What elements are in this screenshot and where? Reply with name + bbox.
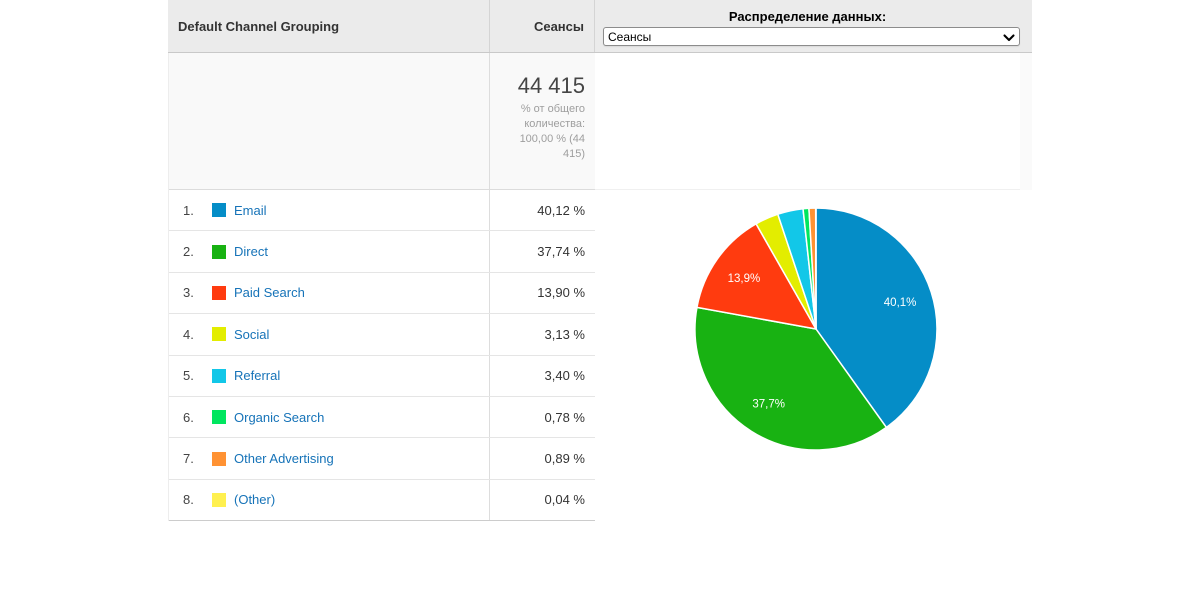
channel-link[interactable]: Email	[234, 202, 267, 218]
table-row: 1. Email 40,12 %	[169, 190, 595, 232]
legend-swatch-icon	[212, 244, 226, 259]
row-dimension-cell: 1. Email	[169, 190, 490, 231]
pie-slice-email[interactable]	[815, 207, 938, 429]
row-dimension-cell: 2. Direct	[169, 231, 490, 272]
channel-link[interactable]: Paid Search	[234, 285, 305, 301]
column-header-dimension[interactable]: Default Channel Grouping	[168, 0, 490, 52]
sessions-total: 44 415	[517, 73, 585, 98]
data-distribution-label: Распределение данных:	[728, 9, 887, 24]
chart-top-strip	[595, 53, 1032, 190]
panel-right-strip	[1020, 53, 1032, 190]
channels-table: 44 415 % от общего количества: 100,00 % …	[168, 53, 595, 522]
column-header-metric[interactable]: Сеансы	[490, 0, 595, 52]
table-row: 6. Organic Search 0,78 %	[169, 396, 595, 439]
row-rank: 7.	[183, 451, 194, 467]
legend-swatch-icon	[212, 203, 226, 218]
channel-rows: 1. Email 40,12 % 2. Direct 37,74 % 3. Pa…	[169, 190, 595, 522]
channel-link[interactable]: Direct	[234, 244, 268, 260]
table-row: 5. Referral 3,40 %	[169, 355, 595, 397]
metric-header-label: Сеансы	[533, 18, 584, 34]
row-rank: 1.	[183, 202, 194, 218]
channel-link[interactable]: Social	[234, 326, 270, 342]
row-value: 3,40 %	[544, 368, 585, 384]
legend-swatch-icon	[212, 410, 226, 425]
pie-slice-label: 40,1%	[884, 297, 917, 309]
row-rank: 4.	[183, 326, 194, 342]
pie-slice-direct[interactable]	[694, 306, 888, 451]
chart-header-area: Распределение данных: Сеансы	[595, 0, 1032, 52]
table-row: 7. Other Advertising 0,89 %	[169, 438, 595, 480]
report-body: 44 415 % от общего количества: 100,00 % …	[168, 53, 1032, 522]
pie-slice-label: 37,7%	[752, 399, 785, 411]
table-header-row: Default Channel Grouping Сеансы Распреде…	[168, 0, 1032, 53]
row-value: 37,74 %	[537, 244, 585, 260]
channel-link[interactable]: Organic Search	[234, 409, 325, 425]
row-value: 0,04 %	[544, 492, 585, 508]
summary-row: 44 415 % от общего количества: 100,00 % …	[169, 53, 595, 190]
row-rank: 5.	[183, 368, 194, 384]
row-value: 13,90 %	[537, 285, 585, 301]
table-row: 3. Paid Search 13,90 %	[169, 272, 595, 315]
row-value: 0,89 %	[544, 451, 585, 467]
row-value: 0,78 %	[544, 409, 585, 425]
summary-metric-cell: 44 415 % от общего количества: 100,00 % …	[490, 53, 595, 189]
pie-slice-label: 13,9%	[728, 273, 761, 285]
row-dimension-cell: 5. Referral	[169, 355, 490, 396]
legend-swatch-icon	[212, 327, 226, 342]
channel-link[interactable]: Other Advertising	[234, 451, 334, 467]
data-distribution-select[interactable]: Сеансы	[603, 27, 1020, 46]
summary-dimension-cell	[169, 53, 490, 189]
legend-swatch-icon	[212, 368, 226, 383]
channel-link[interactable]: Referral	[234, 368, 281, 384]
row-value: 3,13 %	[544, 326, 585, 342]
channels-report-widget: Default Channel Grouping Сеансы Распреде…	[168, 0, 1032, 522]
legend-swatch-icon	[212, 451, 226, 466]
row-dimension-cell: 7. Other Advertising	[169, 438, 490, 479]
row-rank: 8.	[183, 492, 194, 508]
row-dimension-cell: 8. (Other)	[169, 479, 490, 521]
sessions-total-caption: % от общего количества: 100,00 % (44 415…	[519, 103, 585, 160]
chart-panel: 40,1% 37,7% 13,9%	[595, 53, 1032, 522]
legend-swatch-icon	[212, 492, 226, 507]
pie-chart: 40,1% 37,7% 13,9%	[694, 207, 938, 451]
row-rank: 2.	[183, 244, 194, 260]
channel-link[interactable]: (Other)	[234, 492, 276, 508]
legend-swatch-icon	[212, 285, 226, 300]
data-distribution-select-wrap: Сеансы	[603, 27, 1020, 46]
row-rank: 6.	[183, 409, 194, 425]
row-dimension-cell: 3. Paid Search	[169, 272, 490, 314]
pie-slice-paid-search[interactable]	[696, 223, 817, 330]
table-row: 8. (Other) 0,04 %	[169, 479, 595, 522]
row-dimension-cell: 4. Social	[169, 314, 490, 355]
table-row: 2. Direct 37,74 %	[169, 231, 595, 273]
table-row: 4. Social 3,13 %	[169, 314, 595, 356]
dimension-header-label: Default Channel Grouping	[178, 18, 340, 34]
row-rank: 3.	[183, 285, 194, 301]
row-dimension-cell: 6. Organic Search	[169, 396, 490, 438]
row-value: 40,12 %	[537, 202, 585, 218]
